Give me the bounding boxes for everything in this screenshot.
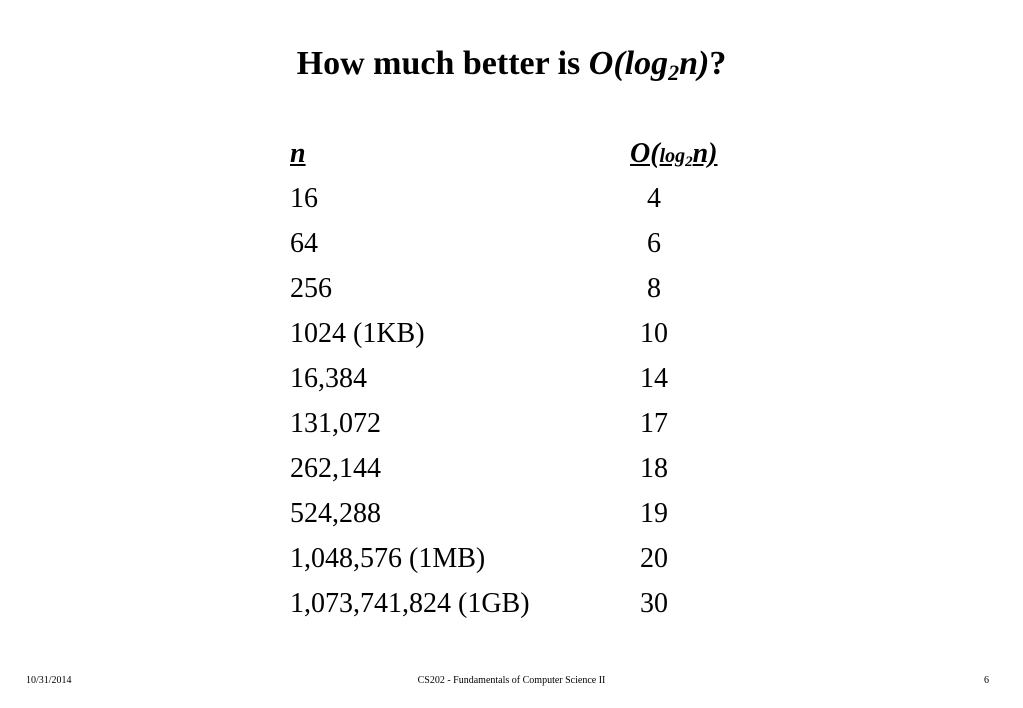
- header-log-fn: log: [659, 145, 686, 167]
- cell-log: 6: [647, 228, 661, 259]
- table-row: 16,384 14: [290, 359, 750, 404]
- table-row: 131,072 17: [290, 404, 750, 449]
- header-log: O(log2n): [630, 134, 718, 176]
- cell-n: 16,384: [290, 363, 367, 394]
- cell-log: 30: [640, 588, 668, 619]
- table-row: 16 4: [290, 179, 750, 224]
- title-log-base: 2: [668, 60, 680, 85]
- table-row: 262,144 18: [290, 449, 750, 494]
- table-row: 256 8: [290, 269, 750, 314]
- cell-log: 18: [640, 453, 668, 484]
- header-log-big-o: O(: [630, 138, 660, 169]
- table-header-row: n O(log2n): [290, 134, 750, 179]
- cell-n: 1,073,741,824 (1GB): [290, 588, 530, 619]
- cell-n: 1,048,576 (1MB): [290, 543, 486, 574]
- table-row: 1024 (1KB) 10: [290, 314, 750, 359]
- table-row: 64 6: [290, 224, 750, 269]
- table-row: 1,073,741,824 (1GB) 30: [290, 584, 750, 629]
- title-suffix: ?: [709, 45, 727, 82]
- cell-n: 16: [290, 183, 318, 214]
- slide-title: How much better is O(log2n)?: [0, 42, 1023, 86]
- footer-page-number: 6: [984, 675, 989, 686]
- table-row: 1,048,576 (1MB) 20: [290, 539, 750, 584]
- cell-n: 64: [290, 228, 318, 259]
- cell-log: 14: [640, 363, 668, 394]
- cell-n: 1024 (1KB): [290, 318, 425, 349]
- cell-n: 524,288: [290, 498, 381, 529]
- cell-n: 262,144: [290, 453, 381, 484]
- cell-log: 8: [647, 273, 661, 304]
- cell-log: 4: [647, 183, 661, 214]
- cell-log: 20: [640, 543, 668, 574]
- title-big-o: O(log: [588, 45, 669, 82]
- table-row: 524,288 19: [290, 494, 750, 539]
- title-arg: n): [679, 45, 710, 82]
- cell-log: 19: [640, 498, 668, 529]
- cell-log: 17: [640, 408, 668, 439]
- footer-course-title: CS202 - Fundamentals of Computer Science…: [417, 675, 606, 686]
- cell-n: 131,072: [290, 408, 381, 439]
- header-log-arg: n): [692, 138, 718, 169]
- cell-log: 10: [640, 318, 668, 349]
- header-log-base: 2: [685, 154, 693, 170]
- header-n: n: [290, 138, 306, 169]
- title-prefix: How much better is: [296, 45, 589, 82]
- footer-date: 10/31/2014: [26, 675, 72, 686]
- table-body: 16 4 64 6 256 8 1024 (1KB) 10 16,384 14 131,072 17 2…: [290, 179, 750, 629]
- complexity-table: n O(log2n) 16 4 64 6 256 8 1024 (1KB) 10 16,384 1…: [290, 134, 750, 629]
- cell-n: 256: [290, 273, 332, 304]
